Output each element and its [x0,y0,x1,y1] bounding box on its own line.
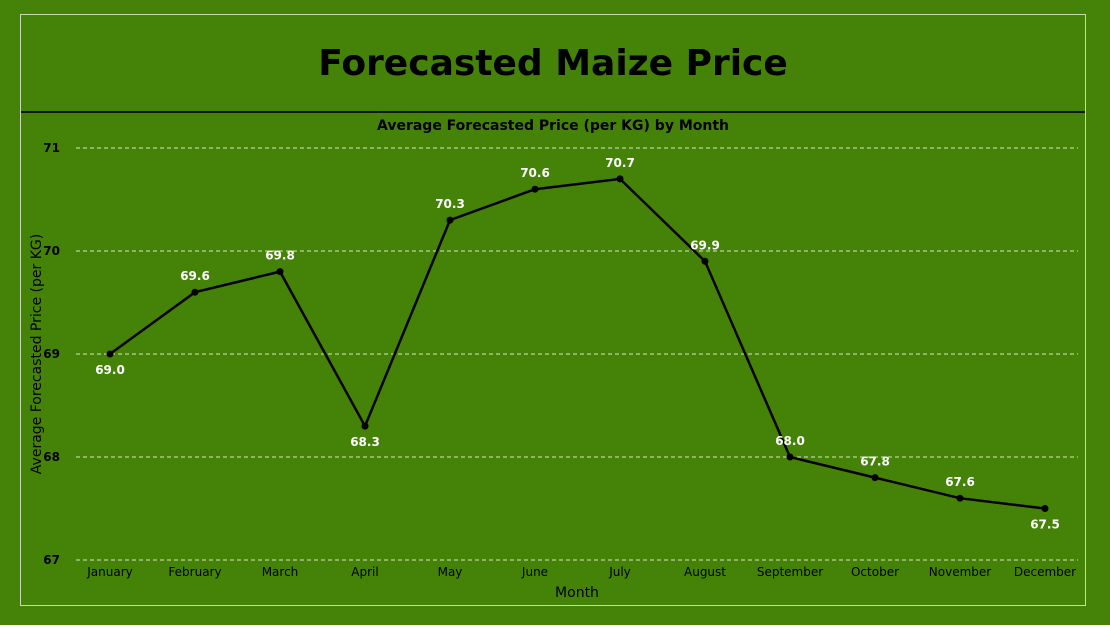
x-tick-label: January [86,565,133,579]
x-tick-label: June [521,565,548,579]
series-line [109,177,1046,510]
data-point [786,453,794,461]
data-label: 70.6 [520,166,550,180]
y-axis-ticks: 67 68 69 70 71 [43,141,60,567]
x-tick-label: July [608,565,631,579]
data-point [361,422,369,430]
y-tick-label: 71 [43,141,60,155]
data-label: 69.8 [265,249,295,263]
data-label: 69.9 [690,238,720,252]
data-label: 70.7 [605,156,635,170]
x-tick-label: February [168,565,221,579]
chart-subtitle: Average Forecasted Price (per KG) by Mon… [377,118,729,134]
data-point [531,185,539,193]
data-point [191,288,199,296]
data-point [871,474,879,482]
y-tick-label: 68 [43,450,60,464]
y-axis-title: Average Forecasted Price (per KG) [29,234,45,474]
x-tick-label: September [757,565,823,579]
x-tick-label: November [929,565,991,579]
data-label: 69.6 [180,269,210,283]
x-tick-label: December [1014,565,1076,579]
data-points [106,175,1049,512]
data-point [701,257,709,265]
x-tick-label: August [684,565,726,579]
data-label: 69.0 [95,363,125,377]
x-tick-label: April [351,565,378,579]
y-tick-label: 69 [43,347,60,361]
data-label: 68.3 [350,435,380,449]
y-tick-label: 67 [43,553,60,567]
data-point [616,175,624,183]
data-label: 67.8 [860,455,890,469]
x-tick-label: March [262,565,299,579]
data-point [1041,505,1049,512]
x-tick-label: May [438,565,463,579]
x-axis-title: Month [555,585,599,601]
data-label: 67.5 [1030,518,1060,532]
x-tick-label: October [851,565,899,579]
y-tick-label: 70 [43,244,60,258]
gridlines [76,147,1078,561]
data-labels: 69.0 69.6 69.8 68.3 70.3 70.6 70.7 69.9 68.0 67.8… [95,156,1060,532]
title-bar: Forecasted Maize Price [21,15,1085,113]
chart-panel: Forecasted Maize Price [20,14,1086,606]
data-point [446,216,454,224]
x-axis-ticks: January February March April May June July Augu… [86,565,1076,579]
data-point [276,268,284,276]
data-point [106,350,114,358]
page-title: Forecasted Maize Price [318,42,788,84]
data-point [956,494,964,502]
data-label: 68.0 [775,434,805,448]
data-label: 67.6 [945,475,975,489]
data-label: 70.3 [435,197,465,211]
